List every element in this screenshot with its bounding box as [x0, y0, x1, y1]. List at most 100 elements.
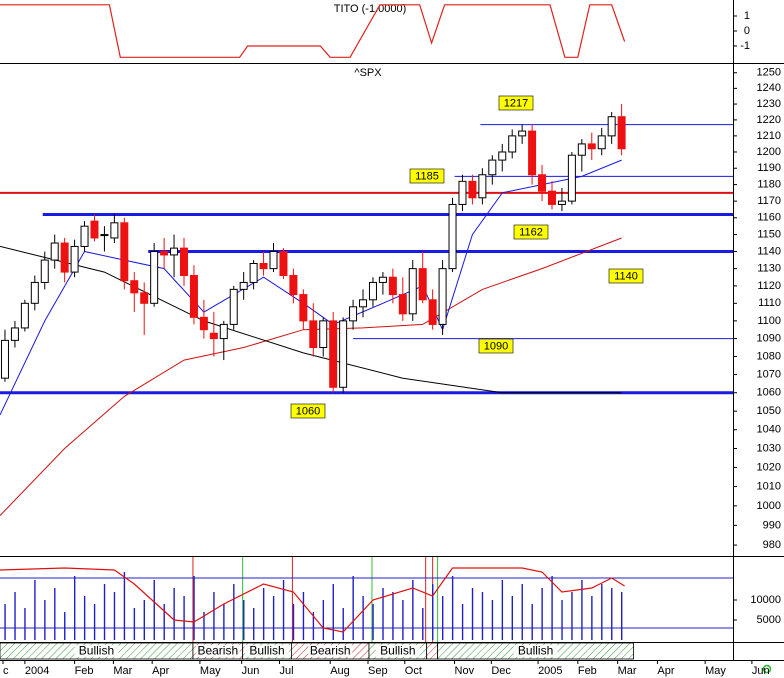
volume-bar	[392, 592, 394, 640]
candle-body	[547, 190, 556, 205]
volume-bar	[262, 588, 265, 640]
volume-bar	[133, 608, 136, 640]
volume-bar	[611, 588, 613, 640]
candle-body	[299, 294, 308, 322]
candle-body	[508, 135, 517, 153]
candle-body	[179, 247, 188, 277]
volume-bar	[531, 604, 533, 640]
candle-body	[229, 288, 238, 325]
candle-body	[289, 275, 298, 296]
y-tick-label: 990	[763, 519, 781, 531]
volume-bar	[451, 576, 454, 640]
candle-body	[209, 332, 218, 340]
y-tick-label: 1040	[757, 424, 781, 436]
y-tick-label: 1150	[757, 228, 781, 240]
volume-bar	[24, 608, 26, 640]
volume-bar	[591, 596, 593, 640]
x-tick-label: Oct	[405, 665, 422, 677]
volume-bar	[322, 600, 325, 640]
volume-bar	[362, 596, 364, 640]
regime-label-bg	[375, 645, 420, 657]
volume-bar	[54, 588, 56, 640]
candle-body	[130, 280, 139, 294]
x-tick-label: Sep	[368, 665, 388, 677]
candle-body	[40, 259, 49, 283]
candle-body	[488, 159, 497, 176]
volume-bar	[203, 612, 205, 640]
regime-band	[426, 642, 439, 660]
volume-bar	[501, 580, 504, 640]
candle-body	[349, 306, 358, 322]
level-label: 1217	[504, 97, 528, 109]
candle-body	[120, 222, 129, 282]
indicator-title: TITO (-1.0000)	[334, 3, 407, 15]
level-label-box	[478, 338, 514, 354]
y-tick-label: 1090	[757, 332, 781, 344]
volume-bar	[163, 604, 165, 640]
volume-bar	[243, 600, 245, 640]
x-tick-label: Jun	[752, 665, 770, 677]
y-tick-label: 1020	[757, 461, 781, 473]
candle-body	[368, 281, 377, 301]
volume-bar	[561, 600, 563, 640]
x-tick-label: Mar	[618, 665, 637, 677]
level-label-box	[513, 224, 549, 240]
y-tick-label: 1250	[757, 67, 781, 79]
moving-average	[0, 245, 622, 394]
candle-body	[70, 245, 79, 273]
volume-bar	[173, 588, 175, 640]
candle-body	[20, 302, 29, 329]
candle-body	[478, 174, 487, 199]
volume-bar	[422, 608, 424, 640]
y-tick-label: -1	[740, 40, 750, 52]
volume-bar	[521, 584, 523, 640]
volume-bar	[44, 600, 46, 640]
candle-body	[518, 130, 527, 137]
candle-body	[388, 276, 397, 296]
y-tick-label: 1190	[757, 162, 781, 174]
regime-label: Bullish	[79, 644, 114, 658]
x-tick-label: Jul	[279, 665, 293, 677]
candle-body	[249, 262, 258, 283]
volume-bar	[272, 596, 275, 640]
volume-bar	[342, 608, 344, 640]
y-tick-label: 0	[744, 25, 750, 37]
y-tick-label: 1110	[758, 297, 781, 309]
x-tick-label: Dec	[491, 665, 511, 677]
y-tick-label: 1010	[757, 480, 781, 492]
candle-body	[189, 275, 198, 318]
x-tick-label: 2004	[25, 665, 49, 677]
volume-bar	[143, 600, 146, 640]
y-tick-label: 980	[763, 539, 781, 551]
candle-body	[110, 222, 119, 239]
candle-body	[428, 299, 437, 325]
y-tick-label: 1160	[757, 212, 781, 224]
volume-bar	[253, 608, 255, 640]
x-tick-label: Mar	[113, 665, 132, 677]
candle-body	[458, 180, 467, 205]
candle-body	[199, 316, 208, 331]
x-tick-label: Feb	[75, 665, 94, 677]
y-tick-label: 1140	[757, 245, 781, 257]
candle-body	[567, 154, 576, 202]
volume-bar	[282, 580, 285, 640]
volume-bar	[432, 584, 434, 640]
volume-bar	[223, 604, 225, 640]
candle-body	[279, 251, 288, 277]
level-label: 1185	[415, 170, 439, 182]
y-tick-label: 1030	[757, 442, 781, 454]
y-tick-label: 1130	[757, 263, 781, 275]
x-tick-label: Apr	[657, 665, 674, 677]
chart-title: ^SPX	[354, 67, 382, 79]
candle-body	[448, 203, 457, 270]
candle-body	[597, 135, 606, 150]
candle-body	[378, 276, 387, 283]
x-tick-label: May	[200, 665, 221, 677]
candle-body	[468, 180, 477, 199]
volume-bar	[461, 604, 464, 640]
volume-bar	[382, 588, 384, 640]
x-tick-label: Aug	[330, 665, 350, 677]
candle-body	[30, 281, 39, 304]
level-label: 1140	[614, 270, 638, 282]
